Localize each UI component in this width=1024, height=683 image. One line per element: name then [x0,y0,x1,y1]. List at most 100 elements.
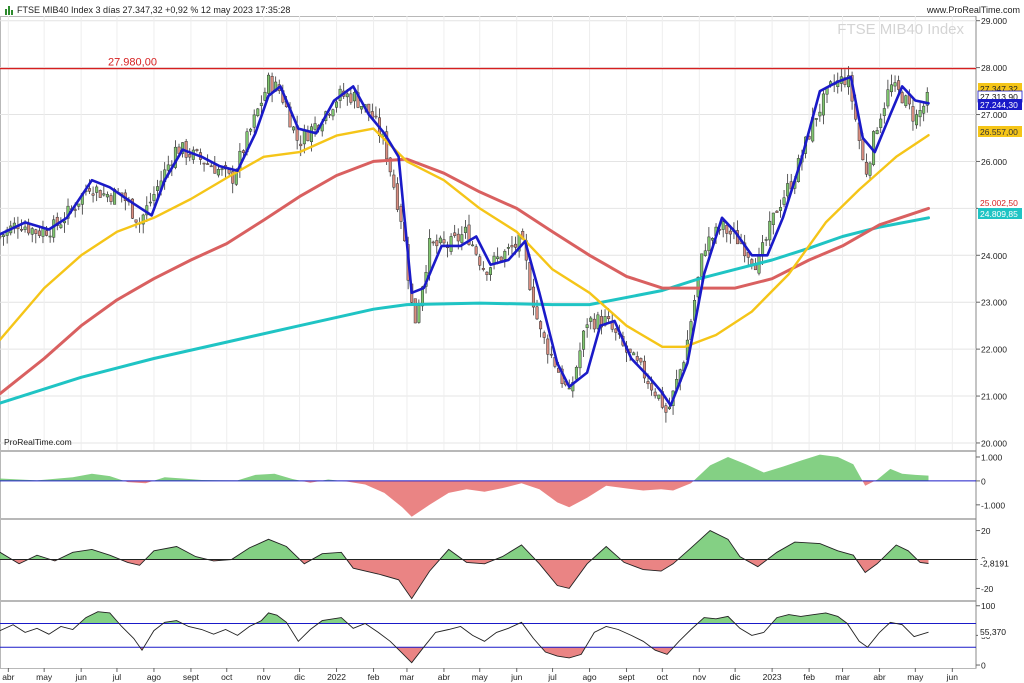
candle-body [91,193,95,196]
candle-body [814,118,818,120]
candle-body [263,91,267,101]
candle-body [614,328,618,333]
osc2-positive-area [0,530,929,560]
osc2-y-tick-label: 20 [981,526,991,536]
x-tick-label: feb [803,672,815,682]
candle-body [431,241,435,244]
candle-body [216,169,220,176]
candle-body [582,330,586,350]
candle-body [141,214,145,225]
candle-body [503,250,507,260]
candle-body [646,381,650,385]
candle-body [725,225,729,234]
candle-body [62,220,66,224]
candle-body [349,93,353,103]
candle-body [818,111,822,117]
candle-body [893,82,897,87]
candle-body [327,114,331,116]
candle-body [259,102,263,106]
candle-body [59,224,63,228]
candle-body [889,84,893,93]
candle-body [23,226,27,230]
candle-body [30,228,34,235]
candle-body [438,237,442,244]
x-tick-label: jun [510,672,523,682]
candle-body [52,219,56,238]
x-tick-label: jul [547,672,557,682]
candle-body [331,109,335,117]
y-tick-label: 27.000 [981,110,1007,120]
candle-body [45,230,49,236]
osc3-value-label: 55,370 [980,627,1006,637]
candle-body [900,92,904,104]
candle-body [861,138,865,161]
candle-body [292,126,296,131]
candle-body [88,188,92,192]
candle-body [2,234,6,237]
osc2-line [0,530,929,600]
candle-body [105,194,109,198]
candle-body [0,235,2,238]
candle-body [592,318,596,330]
x-tick-label: jun [946,672,959,682]
candle-body [567,387,571,390]
osc3-y-tick-label: 0 [981,661,986,671]
y-tick-label: 26.000 [981,157,1007,167]
candle-body [55,216,59,226]
candle-body [782,197,786,205]
candle-body [886,89,890,107]
candle-body [868,162,872,176]
x-tick-label: jun [74,672,87,682]
x-tick-label: mar [835,672,850,682]
candle-body [306,131,310,142]
candle-body [166,164,170,171]
x-tick-label: abr [873,672,885,682]
candle-body [267,74,271,94]
x-tick-label: nov [692,672,706,682]
candle-body [721,221,725,230]
candle-body [134,219,138,223]
candle-body [467,224,471,245]
candle-body [148,201,152,204]
candle-body [875,130,879,134]
candle-body [77,203,81,207]
candle-body [915,114,919,126]
candle-body [213,164,217,174]
candle-body [471,244,475,247]
panel-frame-4 [0,601,977,669]
candle-body [34,229,38,234]
candle-body [95,186,99,193]
x-tick-label: dic [294,672,306,682]
osc2-negative-area [0,559,929,599]
candle-body [413,298,417,324]
candle-body [420,286,424,307]
osc1-positive-area [0,454,929,481]
candle-body [607,316,611,319]
candle-body [209,165,213,168]
x-tick-label: nov [257,672,271,682]
chart-watermark: FTSE MIB40 Index [837,21,964,38]
x-tick-label: ago [147,672,161,682]
y-tick-label: 29.000 [981,16,1007,26]
price-value-label: 25.002,50 [980,198,1018,208]
y-tick-label: 28.000 [981,63,1007,73]
candle-body [399,205,403,222]
price-value-label: 27.347,32 [980,84,1018,94]
candle-body [48,235,52,238]
candle-body [302,130,306,145]
candle-body [417,305,421,323]
x-tick-label: may [36,672,53,682]
candle-body [542,332,546,338]
candle-body [764,239,768,241]
y-tick-label: 22.000 [981,345,1007,355]
candle-body [270,75,274,93]
candle-body [897,80,901,90]
x-tick-label: may [907,672,924,682]
candle-body [352,92,356,102]
price-value-label: 26.557,00 [980,127,1018,137]
candle-body [821,93,825,116]
x-tick-label: mar [400,672,415,682]
candle-body [506,247,510,249]
price-value-tag [978,208,1022,219]
site-link[interactable]: www.ProRealTime.com [926,5,1020,15]
